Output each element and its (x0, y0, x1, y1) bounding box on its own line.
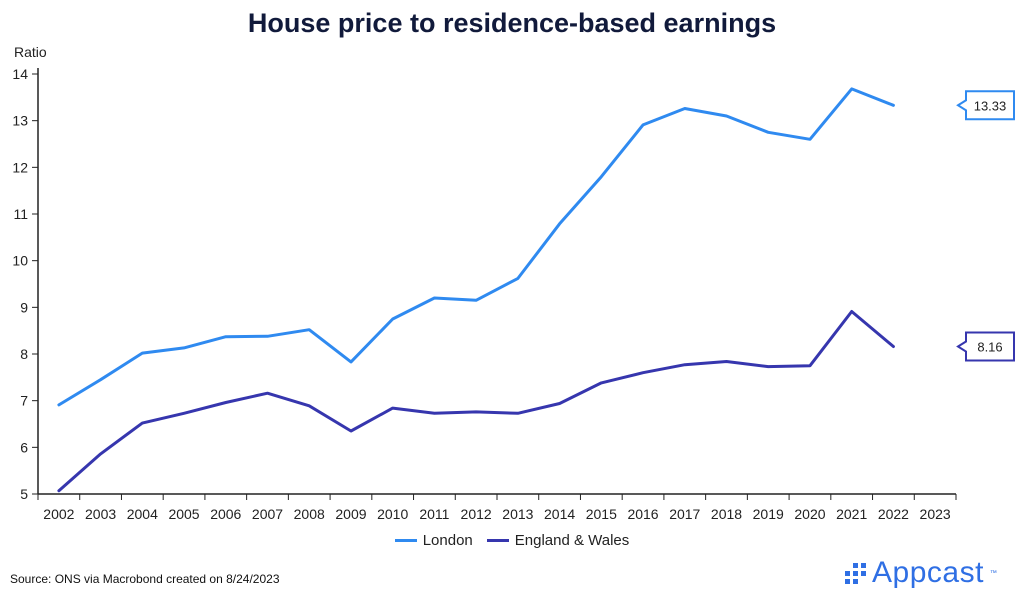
x-tick-label: 2003 (85, 506, 116, 522)
appcast-logo: Appcast ™ (845, 556, 997, 590)
appcast-logo-text: Appcast (872, 556, 984, 589)
legend: London England & Wales (0, 532, 1024, 549)
series-line-london (57, 87, 895, 407)
end-value-callout (956, 331, 1015, 362)
y-tick-label: 7 (20, 393, 28, 409)
legend-label-england-wales: England & Wales (514, 532, 630, 549)
x-tick-label: 2014 (544, 506, 575, 522)
source-note: Source: ONS via Macrobond created on 8/2… (10, 572, 280, 586)
x-tick-label: 2005 (168, 506, 199, 522)
x-tick-label: 2008 (294, 506, 325, 522)
end-value-label: 8.16 (977, 340, 1002, 355)
y-tick-label: 8 (20, 346, 28, 362)
x-tick-label: 2010 (377, 506, 408, 522)
legend-label-london: London (422, 532, 473, 549)
chart-title: House price to residence-based earnings (247, 8, 777, 38)
y-tick-label: 11 (13, 206, 28, 222)
end-value-label: 13.33 (974, 98, 1007, 113)
legend-swatch-london (394, 539, 417, 542)
legend-item-england-wales: England & Wales (486, 532, 630, 549)
y-tick-label: 12 (12, 159, 28, 175)
x-tick-label: 2018 (711, 506, 742, 522)
x-tick-label: 2020 (794, 506, 825, 522)
x-tick-label: 2007 (252, 506, 283, 522)
x-tick-label: 2004 (127, 506, 158, 522)
legend-item-london: London (394, 532, 473, 549)
x-tick-label: 2021 (836, 506, 867, 522)
x-tick-label: 2017 (669, 506, 700, 522)
x-tick-label: 2002 (43, 506, 74, 522)
x-tick-label: 2013 (502, 506, 533, 522)
x-tick-label: 2006 (210, 506, 241, 522)
appcast-logo-icon (845, 562, 866, 584)
legend-swatch-england-wales (486, 539, 509, 542)
x-tick-label: 2023 (920, 506, 951, 522)
y-tick-label: 14 (12, 66, 28, 82)
appcast-logo-tm: ™ (989, 569, 997, 577)
x-tick-label: 2015 (586, 506, 617, 522)
x-tick-label: 2022 (878, 506, 909, 522)
end-value-callout (956, 90, 1015, 121)
y-tick-label: 9 (20, 299, 28, 315)
x-tick-label: 2009 (335, 506, 366, 522)
y-tick-label: 5 (20, 486, 28, 502)
x-tick-label: 2016 (627, 506, 658, 522)
x-tick-label: 2011 (419, 506, 449, 522)
x-tick-label: 2012 (461, 506, 492, 522)
y-tick-label: 13 (12, 113, 28, 129)
x-tick-label: 2019 (753, 506, 784, 522)
y-axis-label: Ratio (14, 44, 47, 60)
series-line-england-wales (57, 310, 895, 493)
y-tick-label: 10 (12, 253, 28, 269)
y-tick-label: 6 (20, 439, 28, 455)
